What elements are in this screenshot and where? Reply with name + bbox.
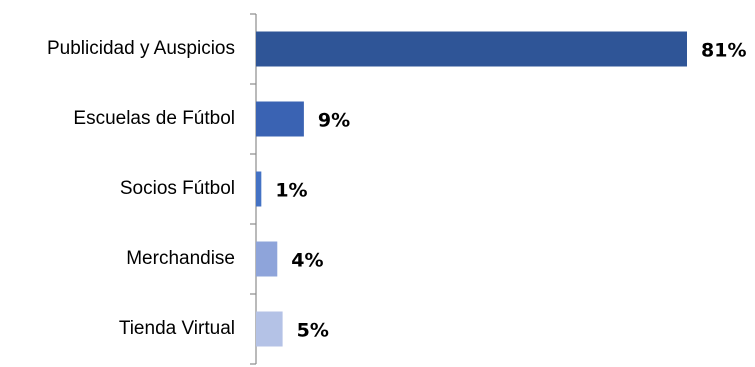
value-label: 1% xyxy=(275,180,307,202)
category-label: Publicidad y Auspicios xyxy=(47,38,235,59)
bar xyxy=(256,31,687,67)
bars-group xyxy=(256,31,687,347)
category-labels: Publicidad y Auspicios Escuelas de Fútbol… xyxy=(47,38,235,339)
value-label: 9% xyxy=(318,110,350,132)
value-label: 5% xyxy=(297,320,329,342)
category-label: Merchandise xyxy=(126,248,235,269)
category-label: Tienda Virtual xyxy=(119,318,235,339)
bar xyxy=(256,171,262,207)
value-label: 81% xyxy=(701,40,746,62)
value-label: 4% xyxy=(291,250,323,272)
bar xyxy=(256,101,304,137)
category-label: Escuelas de Fútbol xyxy=(73,108,235,129)
bar xyxy=(256,311,283,347)
y-axis-ticks xyxy=(250,13,256,365)
value-labels: 81% 9% 1% 4% 5% xyxy=(275,40,746,342)
category-label: Socios Fútbol xyxy=(120,178,235,199)
bar xyxy=(256,241,278,277)
